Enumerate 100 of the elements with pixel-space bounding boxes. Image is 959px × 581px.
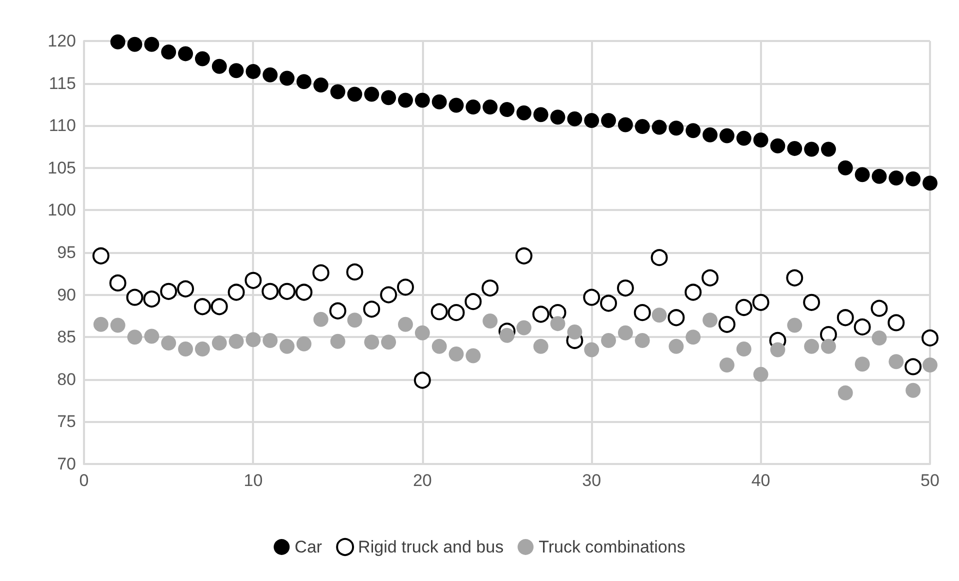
point (396, 278, 414, 296)
legend-label: Car (294, 538, 322, 556)
y-tick-label: 100 (48, 200, 76, 220)
point (110, 318, 126, 333)
point (618, 117, 633, 132)
point (178, 46, 194, 62)
point (414, 92, 430, 108)
point (432, 338, 447, 354)
point (770, 342, 786, 358)
y-tick-label: 115 (48, 74, 76, 93)
point (786, 269, 804, 286)
point (295, 284, 312, 301)
point (616, 280, 634, 297)
point (652, 308, 667, 323)
point (296, 74, 312, 90)
point (330, 334, 346, 349)
point (280, 338, 295, 354)
point (736, 130, 752, 146)
point (210, 298, 228, 316)
point (398, 316, 413, 332)
point (177, 280, 194, 298)
x-tick-label: 20 (412, 471, 432, 490)
point (872, 330, 887, 346)
point (752, 294, 770, 311)
point (93, 316, 108, 332)
point (922, 358, 938, 373)
point (347, 86, 362, 102)
point (922, 329, 938, 346)
point (736, 341, 752, 356)
point (364, 334, 380, 350)
point (702, 127, 718, 142)
point (906, 171, 921, 186)
point (381, 90, 396, 106)
point (820, 338, 836, 354)
point (634, 118, 650, 134)
point (668, 309, 685, 326)
point (702, 312, 718, 328)
point (668, 338, 684, 354)
point (313, 312, 328, 327)
point (804, 338, 820, 354)
point (500, 102, 514, 118)
point (92, 247, 110, 264)
point (753, 132, 768, 148)
point (684, 284, 702, 301)
point (600, 294, 618, 312)
point (550, 110, 566, 125)
point (330, 84, 346, 100)
point (278, 282, 296, 300)
point (872, 168, 887, 184)
legend-label: Rigid truck and bus (358, 538, 504, 556)
point (246, 64, 261, 79)
point (515, 247, 532, 264)
point (212, 58, 227, 74)
point (838, 385, 853, 400)
point (803, 294, 820, 311)
point (583, 288, 600, 306)
point (161, 336, 176, 351)
y-tick-label: 70 (57, 454, 76, 474)
point (854, 167, 870, 182)
point (212, 336, 227, 351)
x-tick-label: 30 (582, 471, 602, 490)
point (127, 36, 142, 52)
point (160, 282, 178, 300)
legend-label: Truck combinations (538, 538, 686, 556)
point (854, 318, 871, 336)
point (550, 316, 566, 332)
point (719, 128, 734, 144)
point (312, 264, 330, 282)
point (787, 318, 802, 333)
point (735, 298, 752, 316)
point (668, 120, 684, 136)
point (584, 342, 600, 358)
point (888, 354, 904, 370)
y-tick-label: 95 (57, 243, 76, 262)
point (753, 366, 768, 382)
point (652, 120, 667, 135)
point (194, 298, 211, 316)
point (194, 51, 210, 66)
point (634, 304, 651, 322)
point (194, 341, 210, 356)
point (888, 314, 905, 332)
y-tick-label: 85 (57, 328, 76, 347)
point (244, 272, 262, 289)
point (870, 300, 888, 317)
point (262, 67, 278, 82)
point (482, 314, 498, 329)
point (533, 338, 548, 354)
point (414, 372, 431, 389)
y-tick-label: 80 (57, 370, 76, 389)
point (702, 269, 719, 286)
point (432, 94, 447, 110)
point (313, 77, 328, 92)
point (516, 105, 532, 120)
point (364, 86, 380, 102)
point (567, 111, 582, 126)
point (178, 341, 194, 356)
point (686, 330, 701, 345)
point (466, 348, 481, 364)
point (836, 309, 854, 326)
point (820, 142, 836, 157)
